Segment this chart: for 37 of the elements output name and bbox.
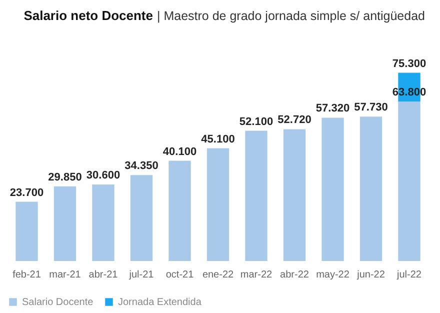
data-label: 40.100: [162, 146, 197, 158]
data-label: 30.600: [86, 170, 120, 182]
chart-title: Salario neto Docente: [24, 8, 153, 23]
bar: [283, 129, 306, 261]
bar: [245, 130, 268, 261]
x-tick-label: may-22: [316, 270, 350, 280]
bar: [360, 116, 382, 261]
data-label: 23.700: [10, 186, 44, 199]
x-tick-label: mar-21: [49, 270, 82, 280]
bar: [168, 160, 191, 261]
x-tick-label: mar-22: [240, 270, 273, 280]
bar: [322, 118, 344, 261]
legend-label: Jornada Extendida: [118, 297, 202, 308]
data-label: 34.350: [124, 160, 158, 172]
x-tick-label: oct-21: [166, 270, 194, 280]
bar: [54, 186, 76, 261]
x-tick-label: abr-21: [88, 270, 118, 280]
data-label: 45.100: [201, 133, 235, 146]
x-tick-label: ene-22: [202, 270, 234, 280]
bar: [130, 175, 153, 261]
bar: [92, 184, 114, 261]
x-tick-label: jul-22: [396, 270, 422, 280]
total-label: 75.300: [392, 58, 426, 70]
data-label: 29.850: [48, 171, 82, 184]
bar: [398, 102, 420, 261]
bar: [206, 148, 230, 261]
data-label: 52.720: [278, 114, 312, 126]
x-tick-label: abr-22: [280, 270, 310, 280]
data-label: 57.730: [354, 102, 388, 114]
x-tick-label: jun-22: [356, 270, 386, 280]
legend-label: Salario Docente: [22, 297, 94, 308]
x-tick-label: feb-21: [12, 270, 42, 280]
chart-subtitle: | Maestro de grado jornada simple s/ antigüedad: [157, 9, 426, 23]
x-tick-label: jul-21: [128, 270, 154, 280]
bar: [16, 202, 38, 261]
data-label: 52.100: [239, 116, 274, 128]
data-label: 57.320: [316, 102, 350, 115]
